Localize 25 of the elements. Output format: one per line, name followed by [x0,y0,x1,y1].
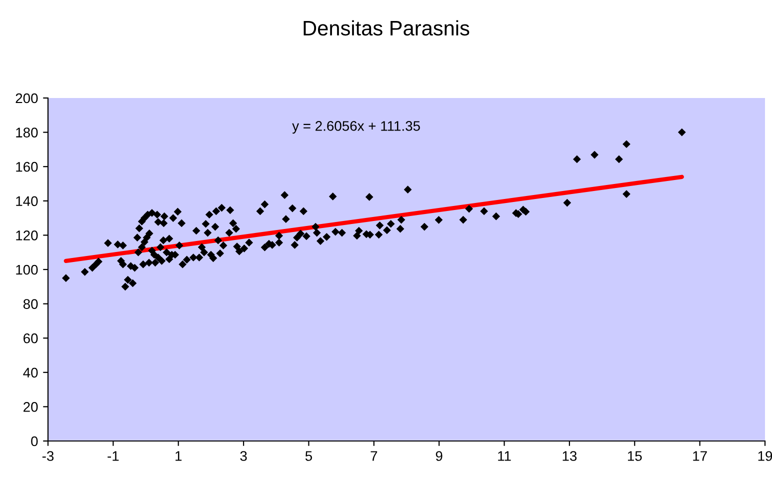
y-tick-label: 40 [23,368,38,378]
x-tick-label: -3 [42,451,54,461]
y-tick-label: 80 [23,299,38,309]
y-tick-label: 0 [31,436,38,446]
y-tick-label: 120 [16,230,38,240]
annotation: y = 2.6056x + 111.35 [292,121,420,134]
x-tick-label: 1 [176,451,182,461]
x-tick-label: 17 [693,451,707,461]
chart-title: Densitas Parasnis [304,20,470,36]
y-tick-label: 200 [16,93,38,104]
y-tick-label: 20 [24,402,38,412]
y-tick-label: 60 [24,333,38,344]
y-tick-label: 140 [16,196,38,206]
y-tick-label: 100 [16,264,38,275]
x-tick-label: 7 [370,451,378,461]
x-tick-label: 5 [305,451,312,461]
y-tick-label: 180 [16,128,38,138]
x-tick-label: 3 [240,451,247,461]
y-tick-label: 160 [16,162,38,172]
x-tick-label: -1 [108,451,119,461]
x-tick-label: 19 [758,451,772,461]
x-tick-label: 15 [628,451,642,461]
x-tick-label: 11 [498,451,511,461]
x-tick-label: 9 [436,451,442,461]
x-tick-label: 13 [562,451,577,461]
